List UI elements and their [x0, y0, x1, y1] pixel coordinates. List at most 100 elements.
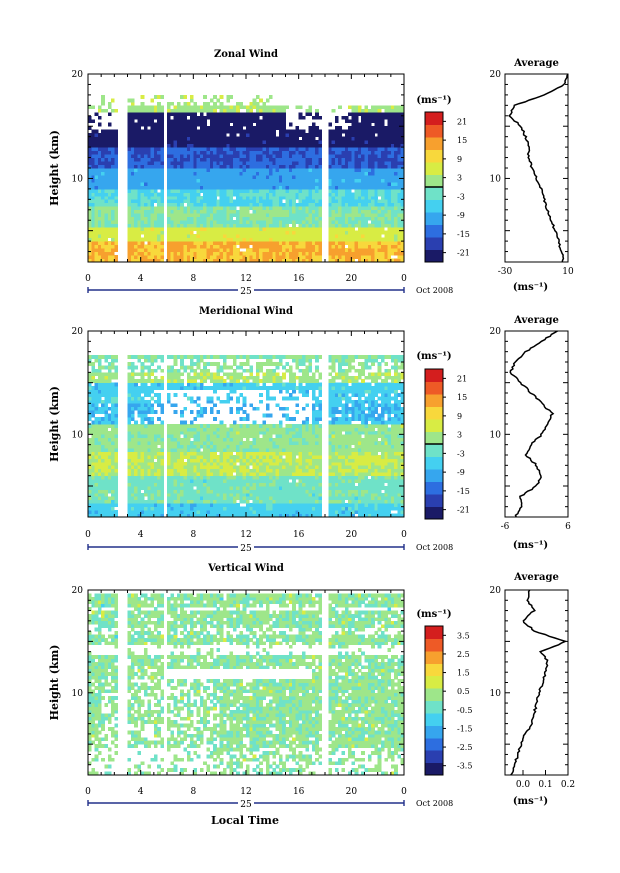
heatmap-cell: [104, 372, 109, 377]
heatmap-cell: [394, 105, 398, 110]
heatmap-cell: [150, 506, 155, 511]
heatmap-cell: [134, 223, 138, 228]
heatmap-cell: [94, 475, 99, 480]
heatmap-cell: [97, 472, 102, 477]
heatmap-cell: [239, 220, 244, 225]
heatmap-cell: [167, 510, 171, 514]
heatmap-cell: [262, 244, 267, 249]
heatmap-cell: [147, 393, 151, 397]
heatmap-cell: [157, 393, 161, 397]
heatmap-cell: [380, 154, 385, 158]
heatmap-cell: [357, 202, 362, 207]
heatmap-cell: [272, 168, 277, 172]
heatmap-cell: [167, 455, 171, 459]
heatmap-cell: [134, 427, 138, 432]
heatmap-cell: [252, 136, 257, 141]
heatmap-cell: [275, 105, 280, 110]
heatmap-cell: [232, 230, 237, 235]
heatmap-cell: [160, 455, 165, 459]
heatmap-cell: [361, 164, 365, 169]
heatmap-cell: [377, 133, 382, 138]
heatmap-cell: [157, 248, 161, 252]
heatmap-cell: [186, 150, 191, 155]
heatmap-cell: [252, 234, 257, 239]
heatmap-cell: [351, 223, 356, 228]
heatmap-cell: [153, 188, 158, 193]
heatmap-cell: [134, 129, 138, 134]
heatmap-cell: [239, 133, 244, 138]
heatmap-cell: [282, 213, 286, 218]
heatmap-cell: [301, 216, 306, 221]
heatmap-cell: [213, 255, 217, 259]
heatmap-cell: [262, 241, 267, 245]
heatmap-cell: [97, 455, 102, 459]
heatmap-cell: [104, 258, 109, 263]
heatmap-cell: [97, 244, 102, 249]
heatmap-cell: [262, 171, 267, 176]
heatmap-cell: [140, 455, 145, 459]
heatmap-cell: [160, 171, 165, 176]
heatmap-cell: [390, 227, 395, 232]
heatmap-cell: [275, 147, 280, 151]
heatmap-cell: [140, 386, 145, 390]
heatmap-cell: [338, 220, 342, 225]
heatmap-cell: [226, 178, 230, 183]
heatmap-cell: [88, 393, 92, 397]
heatmap-cell: [357, 140, 362, 145]
heatmap-cell: [269, 112, 273, 117]
heatmap-cell: [400, 174, 405, 179]
heatmap-cell: [357, 223, 362, 228]
heatmap-cell: [127, 237, 132, 242]
heatmap-cell: [134, 168, 138, 172]
heatmap-cell: [114, 150, 119, 155]
heatmap-cell: [354, 157, 359, 162]
heatmap-cell: [130, 136, 135, 141]
heatmap-cell: [147, 427, 151, 432]
heatmap-cell: [157, 112, 161, 117]
heatmap-cell: [147, 164, 151, 169]
heatmap-cell: [252, 227, 257, 232]
heatmap-cell: [114, 496, 119, 501]
heatmap-cell: [143, 119, 148, 124]
heatmap-cell: [94, 355, 99, 359]
heatmap-cell: [400, 168, 405, 172]
heatmap-cell: [315, 133, 319, 138]
heatmap-cell: [308, 136, 313, 141]
heatmap-cell: [282, 244, 286, 249]
heatmap-cell: [354, 108, 359, 113]
heatmap-cell: [153, 234, 158, 239]
heatmap-cell: [101, 129, 105, 134]
heatmap-cell: [153, 492, 158, 497]
heatmap-cell: [111, 154, 115, 158]
heatmap-cell: [127, 157, 132, 162]
heatmap-cell: [101, 220, 105, 225]
heatmap-cell: [315, 199, 319, 204]
heatmap-cell: [180, 227, 184, 232]
heatmap-cell: [285, 209, 290, 214]
heatmap-cell: [364, 161, 369, 165]
heatmap-cell: [143, 379, 148, 384]
heatmap-cell: [341, 157, 346, 162]
heatmap-cell: [94, 241, 99, 245]
heatmap-cell: [209, 174, 214, 179]
heatmap-cell: [249, 161, 253, 165]
heatmap-cell: [107, 122, 112, 127]
heatmap-cell: [127, 441, 132, 446]
heatmap-cell: [374, 223, 379, 228]
heatmap-cell: [213, 150, 217, 155]
heatmap-cell: [203, 161, 207, 165]
heatmap-cell: [180, 230, 184, 235]
heatmap-cell: [213, 161, 217, 165]
heatmap-cell: [387, 115, 392, 120]
heatmap-cell: [318, 136, 323, 141]
heatmap-cell: [394, 223, 398, 228]
heatmap-cell: [298, 213, 303, 218]
heatmap-cell: [371, 150, 375, 155]
heatmap-cell: [239, 216, 244, 221]
heatmap-cell: [348, 136, 352, 141]
heatmap-cell: [137, 379, 142, 384]
heatmap-cell: [236, 216, 240, 221]
heatmap-cell: [344, 171, 349, 176]
heatmap-cell: [186, 133, 191, 138]
heatmap-cell: [387, 227, 392, 232]
